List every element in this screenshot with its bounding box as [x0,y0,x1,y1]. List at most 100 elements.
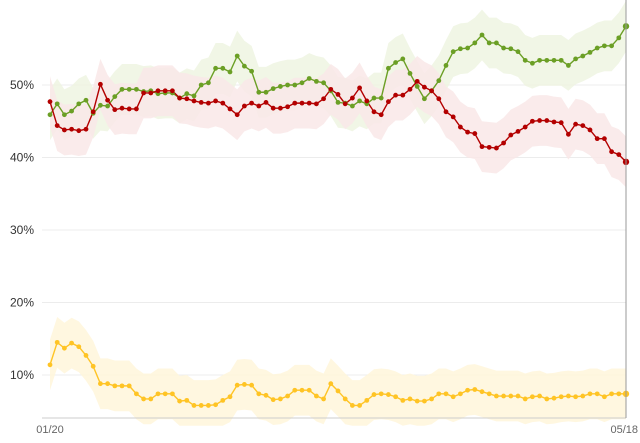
series-2-point[interactable] [119,383,125,389]
series-2-point[interactable] [299,387,305,393]
series-2-point[interactable] [112,383,118,389]
series-1-point[interactable] [580,123,586,128]
series-0-point[interactable] [515,49,521,55]
series-2-point[interactable] [321,396,326,402]
series-2-point[interactable] [184,397,190,403]
series-0-point[interactable] [458,46,463,52]
series-0-point[interactable] [191,93,197,99]
series-1-point[interactable] [501,140,506,146]
series-2-point[interactable] [551,395,557,401]
series-1-point[interactable] [177,95,183,101]
series-2-point[interactable] [162,391,168,397]
series-2-point[interactable] [198,403,204,408]
series-2-point[interactable] [465,387,470,393]
series-1-point[interactable] [407,86,413,92]
series-0-point[interactable] [198,82,204,88]
series-1-point[interactable] [378,112,384,118]
series-1-point[interactable] [321,96,326,102]
series-2-point[interactable] [594,391,600,397]
series-0-point[interactable] [270,86,276,92]
series-1-point[interactable] [342,101,348,107]
series-0-point[interactable] [220,65,226,71]
series-2-point[interactable] [76,344,82,350]
series-2-point[interactable] [429,396,434,402]
series-2-point[interactable] [486,391,492,397]
series-0-point[interactable] [566,63,571,68]
series-0-point[interactable] [234,53,240,59]
series-1-point[interactable] [119,105,125,111]
series-0-point[interactable] [494,40,499,46]
series-1-point[interactable] [242,103,247,109]
series-2-point[interactable] [494,393,499,399]
series-2-point[interactable] [342,396,348,402]
series-0-point[interactable] [386,65,391,71]
series-1-point[interactable] [429,88,434,94]
series-2-point[interactable] [558,394,564,400]
series-1-point[interactable] [299,100,305,106]
series-2-point[interactable] [213,402,219,408]
series-2-point[interactable] [616,391,622,397]
series-1-point[interactable] [141,90,147,96]
series-1-point[interactable] [54,123,60,128]
series-2-point[interactable] [285,393,290,399]
series-1-point[interactable] [134,106,139,112]
series-1-point[interactable] [62,127,67,133]
series-0-point[interactable] [544,57,550,63]
series-2-point[interactable] [566,393,571,399]
series-1-point[interactable] [414,78,420,84]
series-1-point[interactable] [98,81,103,87]
series-0-point[interactable] [126,86,132,92]
series-0-point[interactable] [299,80,305,86]
series-0-point[interactable] [393,60,398,65]
series-2-point[interactable] [407,396,413,402]
series-0-point[interactable] [443,63,449,68]
series-0-point[interactable] [105,103,110,109]
series-2-point[interactable] [378,391,384,397]
series-0-point[interactable] [530,60,535,66]
series-2-point[interactable] [98,381,103,387]
series-1-point[interactable] [234,112,240,118]
series-2-point[interactable] [249,382,255,388]
series-2-point[interactable] [148,396,154,402]
series-1-point[interactable] [350,95,355,101]
series-2-point[interactable] [450,394,456,400]
series-2-point[interactable] [501,393,506,399]
series-2-point[interactable] [314,393,319,399]
series-1-point[interactable] [198,100,204,105]
series-2-point[interactable] [134,391,139,397]
series-2-point[interactable] [573,394,578,400]
series-2-point[interactable] [155,391,161,397]
series-1-point[interactable] [530,118,535,124]
series-2-point[interactable] [292,387,298,393]
series-0-point[interactable] [98,102,103,108]
series-0-point[interactable] [357,98,362,104]
series-0-point[interactable] [83,97,89,103]
series-0-point[interactable] [414,84,420,89]
series-2-point[interactable] [220,397,226,403]
series-1-point[interactable] [609,149,614,155]
series-1-point[interactable] [515,129,521,134]
series-1-point[interactable] [479,144,485,150]
series-1-point[interactable] [148,90,154,96]
series-1-point[interactable] [47,99,53,105]
series-2-point[interactable] [400,397,406,403]
series-0-point[interactable] [479,32,485,38]
series-2-point[interactable] [206,403,211,408]
series-2-point[interactable] [508,393,514,399]
series-1-point[interactable] [206,100,211,106]
series-0-point[interactable] [134,86,139,92]
series-0-point[interactable] [522,57,528,63]
series-1-point[interactable] [285,104,290,110]
series-1-point[interactable] [573,121,578,127]
series-2-point[interactable] [472,387,478,392]
series-2-point[interactable] [90,363,96,369]
series-2-point[interactable] [306,387,312,393]
series-2-point[interactable] [580,393,586,399]
series-1-point[interactable] [213,98,219,104]
series-1-point[interactable] [227,106,233,112]
series-2-point[interactable] [83,353,89,358]
series-0-point[interactable] [184,91,190,97]
series-2-point[interactable] [357,403,362,408]
series-0-point[interactable] [227,69,233,75]
series-1-point[interactable] [191,98,197,104]
